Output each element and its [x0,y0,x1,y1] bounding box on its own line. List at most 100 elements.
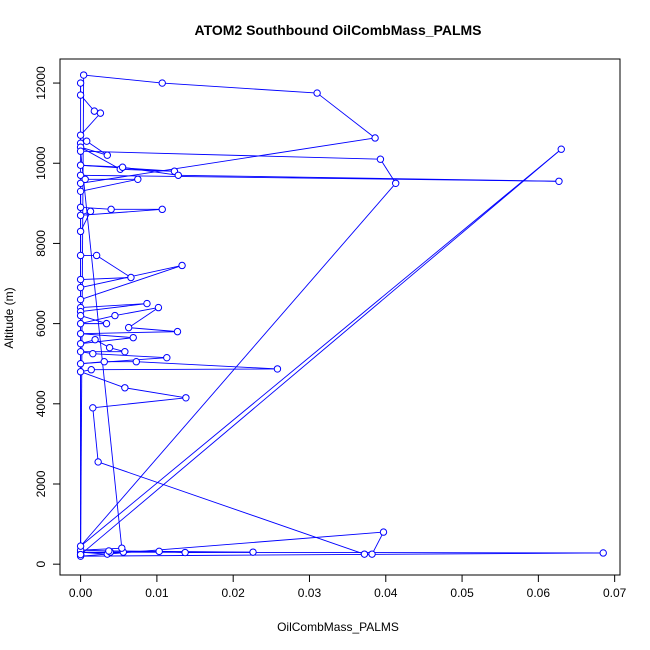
data-point [178,261,186,270]
series-segment [80,112,101,136]
x-tick-label: 0.03 [298,586,322,600]
data-point [81,175,89,183]
data-point [76,368,85,376]
data-point [313,89,321,97]
series-segment [80,333,134,339]
data-point [391,179,400,187]
data-point [360,550,369,558]
series-segment [80,277,131,280]
data-point [100,358,108,366]
data-point [86,207,95,216]
series-segment [80,315,107,325]
series-segment [80,150,381,160]
series-segment [80,178,138,192]
data-point [163,353,171,362]
data-point [76,131,85,139]
x-axis: 0.00 0.01 0.02 0.03 0.04 0.05 0.06 0.07 [69,575,627,600]
series-segment [96,255,132,278]
data-point [111,311,119,320]
x-tick-label: 0.06 [527,586,551,600]
series-segment [380,158,397,184]
series-segment [80,303,148,313]
data-point [368,550,376,558]
series-segment [316,92,376,139]
data-point [118,544,126,552]
data-point [87,366,95,374]
data-point [376,155,385,163]
series-segment [80,551,108,555]
data-point [173,327,182,336]
data-point [79,71,88,79]
series-segment [108,550,254,553]
series-segment [80,552,604,557]
chart-title: ATOM2 Southbound OilCombMass_PALMS [195,22,482,38]
x-tick-label: 0.02 [222,586,246,600]
series-segment [162,82,318,94]
data-point [182,394,190,402]
y-axis: 0 2000 4000 6000 8000 10000 12000 [34,66,60,568]
y-tick-label: 6000 [34,310,48,337]
data-point [155,547,163,556]
data-point [249,548,257,556]
series-segment [97,461,365,555]
series-segment [91,368,278,371]
data-point [92,251,101,260]
x-tick-label: 0.04 [374,586,398,600]
x-tick-label: 0.07 [603,586,627,600]
data-point [76,311,85,320]
data-point [76,79,85,87]
data-point [76,147,85,155]
data-point [103,151,112,159]
series-segment [80,265,183,300]
series-segment [80,164,123,168]
data-point [174,171,182,179]
data-point [76,295,85,304]
series-segment [80,547,122,551]
data-point [134,175,142,183]
x-axis-label: OilCombMass_PALMS [277,620,399,634]
data-point [76,283,85,292]
series-segment [83,74,163,84]
series-segment [136,361,278,370]
series-segment [80,151,123,549]
data-point [76,360,85,368]
series-segment [80,208,163,216]
data-point [76,319,85,328]
data-point [76,91,85,99]
data-point [555,177,563,185]
series-segment [124,387,186,399]
x-tick-label: 0.05 [450,586,474,600]
series-segment [114,307,159,317]
series-segment [128,327,178,333]
data-point [181,548,189,557]
data-point [94,458,102,466]
series-segment [80,148,562,555]
series-segment [122,166,179,176]
data-point [557,145,565,153]
data-point [132,358,140,366]
data-point [76,542,85,550]
series-points [76,71,607,560]
data-point [154,303,163,312]
x-tick-label: 0.00 [69,586,93,600]
data-point [121,384,129,392]
data-point [105,343,114,352]
series-segment [80,337,134,345]
data-point [89,349,97,358]
y-tick-label: 2000 [34,470,48,497]
data-point [90,107,99,115]
series-segment [80,331,178,335]
data-point [118,163,127,171]
y-tick-label: 12000 [34,66,48,100]
data-point [76,211,85,220]
data-point [83,137,91,145]
data-point [76,203,85,212]
data-point [129,333,137,342]
series-segment [80,182,397,547]
series-segment [80,211,91,232]
y-tick-label: 8000 [34,230,48,257]
data-point [127,273,135,282]
data-point [76,161,85,169]
plot-frame [59,58,621,576]
series-segment [80,146,121,170]
